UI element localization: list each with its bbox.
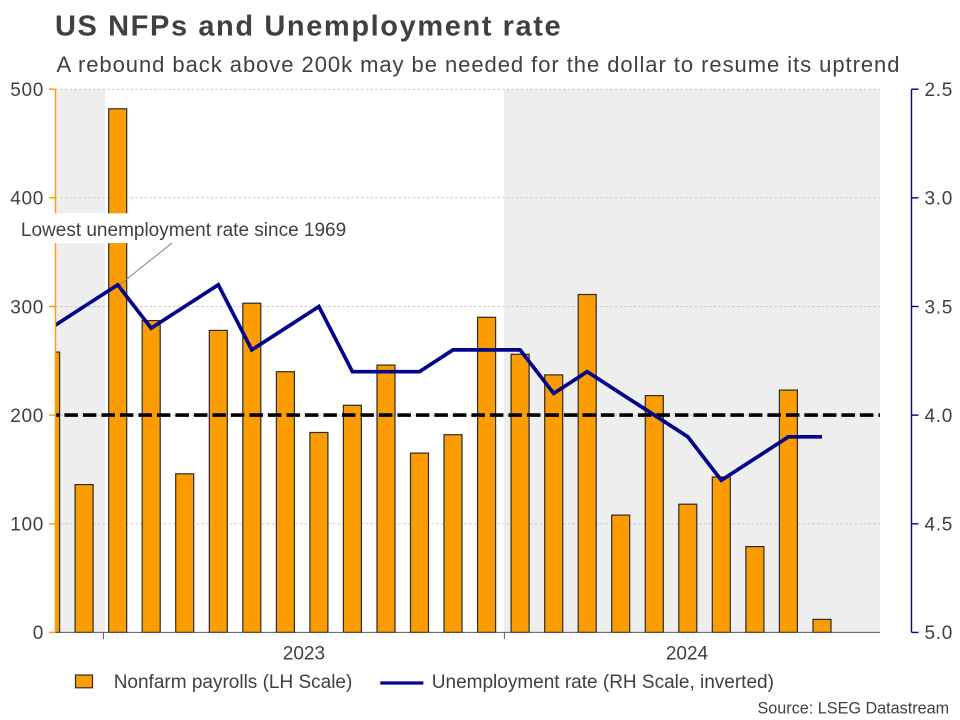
svg-text:3.5: 3.5	[925, 297, 954, 318]
svg-text:2.5: 2.5	[925, 80, 954, 101]
svg-text:300: 300	[10, 297, 44, 318]
svg-text:A rebound back above 200k may: A rebound back above 200k may be needed …	[57, 52, 901, 77]
svg-text:Source: LSEG Datastream: Source: LSEG Datastream	[758, 699, 950, 717]
svg-text:2024: 2024	[666, 644, 709, 665]
svg-text:Lowest unemployment rate since: Lowest unemployment rate since 1969	[21, 220, 346, 241]
svg-text:US NFPs and Unemployment rate: US NFPs and Unemployment rate	[55, 11, 562, 43]
svg-text:200: 200	[10, 406, 44, 427]
svg-text:4.0: 4.0	[925, 406, 954, 427]
svg-text:500: 500	[10, 80, 44, 101]
svg-text:Nonfarm payrolls (LH Scale): Nonfarm payrolls (LH Scale)	[114, 672, 353, 693]
svg-text:2023: 2023	[283, 644, 325, 665]
svg-text:3.0: 3.0	[925, 189, 954, 210]
svg-text:100: 100	[10, 515, 44, 536]
svg-text:4.5: 4.5	[925, 515, 954, 536]
svg-text:400: 400	[10, 189, 44, 210]
svg-text:Unemployment rate (RH Scale, i: Unemployment rate (RH Scale, inverted)	[432, 672, 774, 693]
svg-text:0: 0	[33, 623, 44, 644]
svg-text:5.0: 5.0	[925, 623, 954, 644]
